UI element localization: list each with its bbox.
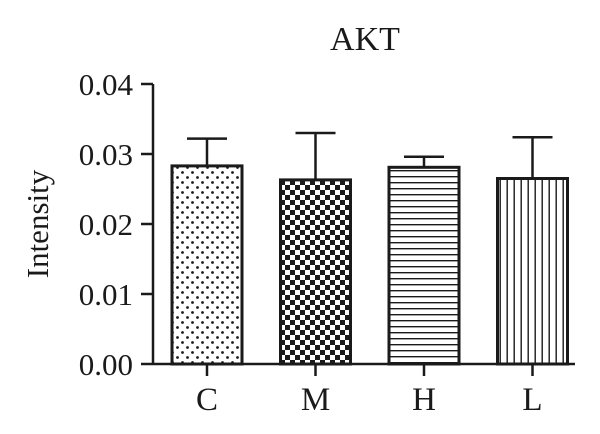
bar-H <box>387 165 461 366</box>
bar-C <box>170 164 244 366</box>
y-tick-label: 0.00 <box>79 347 133 382</box>
y-axis-label: Intensity <box>20 169 55 278</box>
y-tick-label: 0.04 <box>79 67 134 102</box>
bars <box>170 131 569 366</box>
bar-M <box>279 178 352 366</box>
x-tick-label-M: M <box>301 382 330 418</box>
chart-title: AKT <box>330 21 400 58</box>
y-tick-label: 0.01 <box>79 277 133 312</box>
x-tick-label-H: H <box>412 382 436 418</box>
y-tick-label: 0.02 <box>79 207 133 242</box>
x-tick-label-L: L <box>522 382 542 418</box>
y-axis: 0.00 0.01 0.02 0.03 0.04 <box>79 67 155 382</box>
y-tick-label: 0.03 <box>79 137 133 172</box>
bar-L <box>496 177 569 366</box>
x-tick-label-C: C <box>196 382 218 418</box>
